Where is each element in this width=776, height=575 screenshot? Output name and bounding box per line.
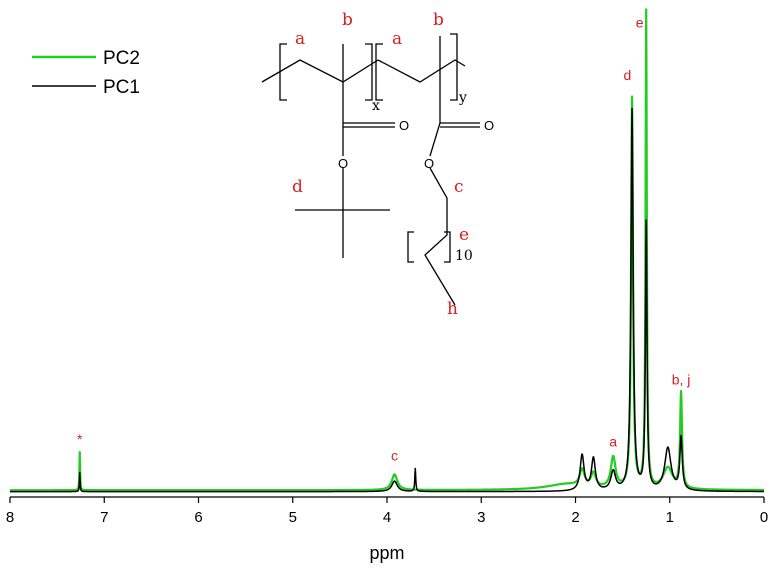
legend-label-pc2: PC2 [103, 48, 140, 69]
label-b2: b [433, 10, 444, 30]
label-a2: a [392, 29, 402, 49]
x-axis-title: ppm [369, 543, 404, 563]
legend: PC2 PC1 [32, 48, 140, 98]
label-e: e [459, 225, 469, 245]
atom-o3: O [484, 118, 494, 133]
peak-label: a [609, 433, 617, 449]
peak-label: d [623, 67, 631, 83]
peak-label: * [77, 431, 83, 447]
chain-bracket-left [407, 231, 414, 263]
x-tick-label: 5 [289, 509, 297, 526]
bracket-left-x [279, 43, 287, 101]
structure-text: a b a b d c e h x y 10 O O O O [292, 10, 494, 319]
peak-labels: * c a d e b, j [77, 15, 690, 464]
backbone-y [377, 59, 466, 83]
label-h: h [447, 299, 458, 319]
bracket-right-y [450, 33, 458, 101]
x-tick-label: 6 [194, 509, 202, 526]
subscript-y: y [458, 90, 467, 106]
x-ticks: 8 7 6 5 4 3 2 1 0 [6, 497, 768, 526]
bracket-right-x [365, 43, 373, 101]
x-tick-label: 7 [100, 509, 108, 526]
series-line-pc1 [9, 107, 765, 493]
label-d: d [292, 177, 303, 197]
peak-label: c [391, 448, 398, 464]
x-tick-label: 2 [571, 509, 579, 526]
x-tick-label: 1 [666, 509, 674, 526]
label-b1: b [342, 10, 353, 30]
atom-o4: O [424, 156, 434, 171]
alkyl-chain [424, 167, 456, 306]
peak-label: e [636, 15, 644, 31]
label-a1: a [295, 29, 305, 49]
x-tick-label: 4 [383, 509, 391, 526]
label-c: c [454, 177, 464, 197]
atom-o1: O [399, 118, 409, 133]
series-layer [9, 8, 765, 493]
x-tick-label: 8 [6, 509, 14, 526]
ester2-o-bond [429, 122, 441, 157]
atom-o2: O [338, 156, 348, 171]
legend-label-pc1: PC1 [103, 77, 140, 98]
backbone-x [261, 59, 379, 83]
x-tick-label: 0 [760, 509, 768, 526]
peak-label: b, j [672, 372, 691, 388]
chain-bracket-right [444, 231, 451, 263]
chemical-structure [261, 33, 480, 306]
subscript-n: 10 [455, 248, 473, 264]
bracket-left-y [375, 43, 383, 101]
subscript-x: x [372, 98, 380, 114]
x-tick-label: 3 [477, 509, 485, 526]
